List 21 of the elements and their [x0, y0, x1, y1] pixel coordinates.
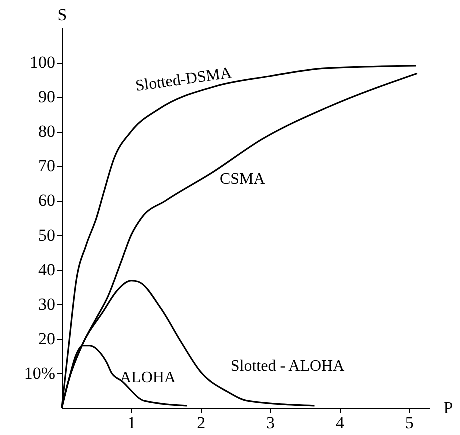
y-tick-label: 70 [38, 156, 56, 176]
series-label: CSMA [220, 171, 266, 188]
x-tick-label: 1 [128, 414, 136, 432]
x-axis-title: P [444, 398, 454, 418]
y-tick-label: 60 [38, 191, 56, 210]
y-tick-label: 30 [38, 294, 56, 314]
x-tick-label: 2 [197, 414, 206, 432]
y-tick-label: 50 [38, 226, 56, 245]
x-tick-label: 5 [405, 414, 414, 432]
y-tick-label: 40 [38, 260, 56, 280]
y-tick-label: 80 [38, 122, 56, 142]
y-tick-label: 90 [38, 88, 56, 107]
x-tick-label: 4 [336, 414, 345, 432]
series-label: ALOHA [120, 369, 176, 386]
y-axis-title: S [58, 6, 68, 24]
y-tick-label: 20 [38, 329, 56, 348]
y-tick-label: 10% [24, 364, 56, 383]
series-label: Slotted - ALOHA [230, 358, 346, 376]
x-tick-label: 3 [266, 414, 276, 432]
y-tick-label: 100 [30, 53, 56, 72]
text: Slotted-DSMA [134, 64, 234, 96]
